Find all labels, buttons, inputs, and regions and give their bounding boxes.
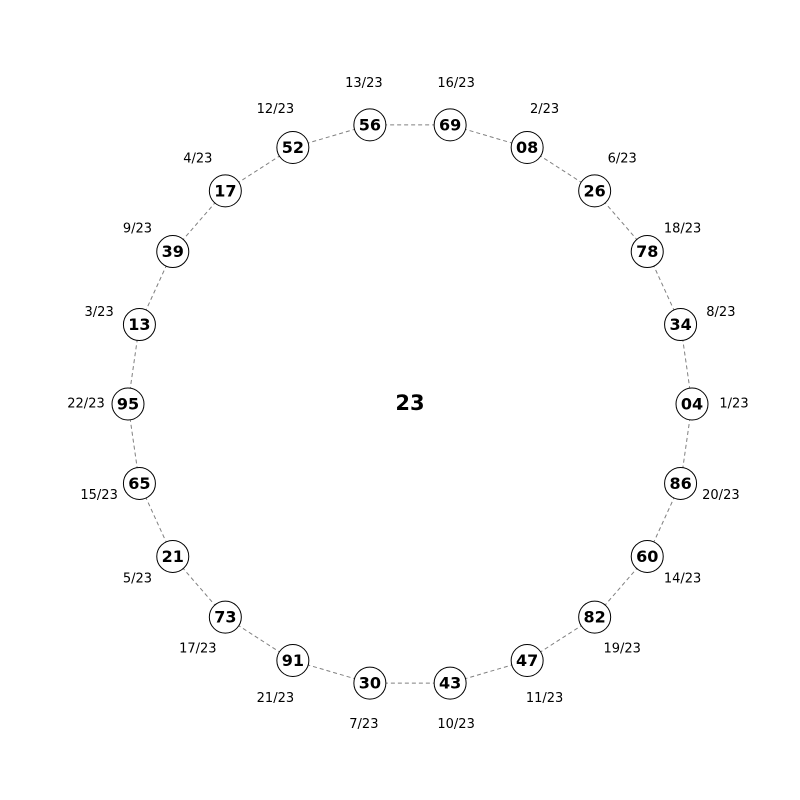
cycle-node: 60	[630, 539, 664, 573]
fraction-label: 21/23	[257, 691, 294, 706]
fraction-label: 15/23	[80, 488, 117, 503]
node-circle	[353, 666, 387, 700]
cycle-node: 13	[122, 308, 156, 342]
node-label: 78	[636, 242, 658, 261]
cycle-node: 26	[578, 174, 612, 208]
node-label: 95	[117, 395, 139, 414]
node-label: 26	[584, 181, 606, 200]
cycle-node: 21	[156, 539, 190, 573]
node-circle	[630, 539, 664, 573]
node-label: 30	[359, 674, 381, 693]
node-circle	[510, 644, 544, 678]
cycle-node: 39	[156, 235, 190, 269]
fraction-label: 6/23	[608, 152, 637, 167]
fraction-label: 12/23	[257, 102, 294, 117]
cycle-node: 47	[510, 644, 544, 678]
node-circle	[276, 644, 310, 678]
node-label: 17	[214, 181, 236, 200]
node-label: 39	[162, 242, 184, 261]
fraction-label: 20/23	[702, 488, 739, 503]
fraction-label: 13/23	[345, 76, 382, 91]
node-label: 08	[516, 138, 538, 157]
node-label: 04	[681, 395, 703, 414]
cycle-node: 04	[675, 387, 709, 421]
node-label: 86	[669, 474, 691, 493]
cycle-node: 78	[630, 235, 664, 269]
node-label: 73	[214, 608, 236, 627]
node-label: 69	[439, 115, 461, 134]
node-circle	[510, 130, 544, 164]
cycle-node: 65	[122, 466, 156, 500]
node-circle	[122, 466, 156, 500]
cycle-nodes: 04 34 78 26 08 69 56 52 17 39 13 95 65 21 73 91 30 43 47 82…	[111, 108, 709, 700]
fraction-label: 8/23	[706, 305, 735, 320]
fraction-label: 10/23	[437, 717, 474, 732]
node-circle	[208, 600, 242, 634]
fraction-label: 19/23	[603, 641, 640, 656]
cycle-node: 30	[353, 666, 387, 700]
fraction-label: 11/23	[526, 691, 563, 706]
cycle-node: 17	[208, 174, 242, 208]
node-label: 34	[669, 315, 691, 334]
node-circle	[433, 666, 467, 700]
node-circle	[664, 308, 698, 342]
cycle-node: 82	[578, 600, 612, 634]
cycle-node: 56	[353, 108, 387, 142]
node-circle	[276, 130, 310, 164]
node-circle	[578, 600, 612, 634]
node-circle	[578, 174, 612, 208]
fraction-label: 14/23	[664, 572, 701, 587]
fraction-labels: 1/23 8/23 18/23 6/23 2/23 16/23 13/23 12/23 4/23…	[67, 76, 748, 732]
fraction-label: 17/23	[179, 641, 216, 656]
fraction-label: 3/23	[85, 305, 114, 320]
node-circle	[208, 174, 242, 208]
node-circle	[122, 308, 156, 342]
node-label: 21	[162, 547, 184, 566]
node-circle	[353, 108, 387, 142]
fraction-label: 7/23	[349, 717, 378, 732]
fraction-label: 2/23	[530, 102, 559, 117]
node-circle	[664, 466, 698, 500]
center-label: 23	[395, 391, 424, 415]
fraction-label: 5/23	[123, 572, 152, 587]
node-circle	[156, 539, 190, 573]
cycle-node: 91	[276, 644, 310, 678]
node-circle	[433, 108, 467, 142]
node-circle	[675, 387, 709, 421]
fraction-label: 1/23	[719, 397, 748, 412]
node-label: 47	[516, 651, 538, 670]
cycle-node: 43	[433, 666, 467, 700]
cycle-node: 08	[510, 130, 544, 164]
fraction-label: 4/23	[183, 152, 212, 167]
cycle-node: 86	[664, 466, 698, 500]
node-label: 60	[636, 547, 658, 566]
node-circle	[111, 387, 145, 421]
node-label: 52	[282, 138, 304, 157]
fraction-label: 22/23	[67, 397, 104, 412]
cycle-node: 34	[664, 308, 698, 342]
node-label: 13	[128, 315, 150, 334]
node-label: 65	[128, 474, 150, 493]
cycle-node: 52	[276, 130, 310, 164]
fraction-label: 18/23	[664, 221, 701, 236]
node-label: 91	[282, 651, 304, 670]
node-label: 82	[584, 608, 606, 627]
node-label: 56	[359, 115, 381, 134]
cycle-node: 73	[208, 600, 242, 634]
node-label: 43	[439, 674, 461, 693]
fraction-label: 9/23	[123, 221, 152, 236]
cycle-node: 95	[111, 387, 145, 421]
cycle-node: 69	[433, 108, 467, 142]
fraction-label: 16/23	[437, 76, 474, 91]
node-circle	[630, 235, 664, 269]
node-circle	[156, 235, 190, 269]
